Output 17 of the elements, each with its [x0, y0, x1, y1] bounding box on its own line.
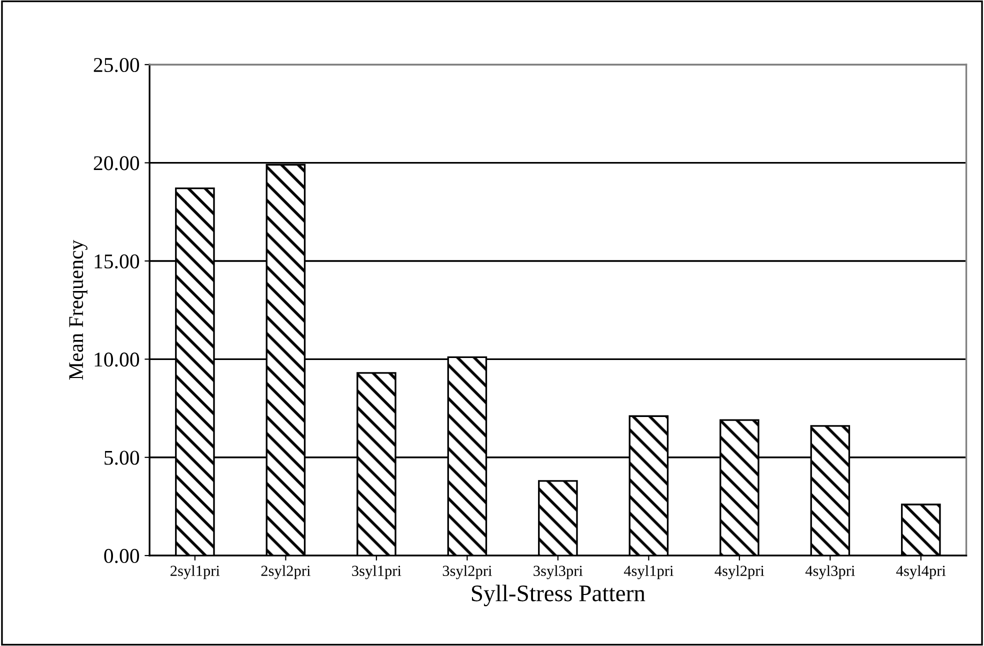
x-tick-label: 2syl2pri: [261, 565, 310, 580]
x-tick-label: 3syl3pri: [534, 565, 583, 580]
y-tick-label: 5.00: [104, 450, 140, 465]
y-tick-label: 15.00: [94, 254, 140, 269]
x-tick-label: 3syl1pri: [352, 565, 402, 580]
y-tick-label: 20.00: [94, 156, 140, 170]
y-tick-label: 25.00: [94, 58, 140, 72]
x-tick-label: 4syl3pri: [805, 565, 855, 580]
y-tick-label: 10.00: [94, 352, 140, 367]
x-tick-label: 4syl4pri: [896, 565, 946, 580]
y-axis-title: Mean Frequency: [69, 240, 88, 380]
x-tick-label: 3syl2pri: [442, 565, 492, 580]
x-tick-label: 4syl1pri: [624, 565, 674, 580]
x-tick-label: 4syl2pri: [714, 565, 764, 580]
x-axis-title: Syll-Stress Pattern: [472, 584, 646, 606]
x-tick-label: 2syl1pri: [170, 565, 220, 580]
y-tick-label: 0.00: [104, 548, 140, 564]
